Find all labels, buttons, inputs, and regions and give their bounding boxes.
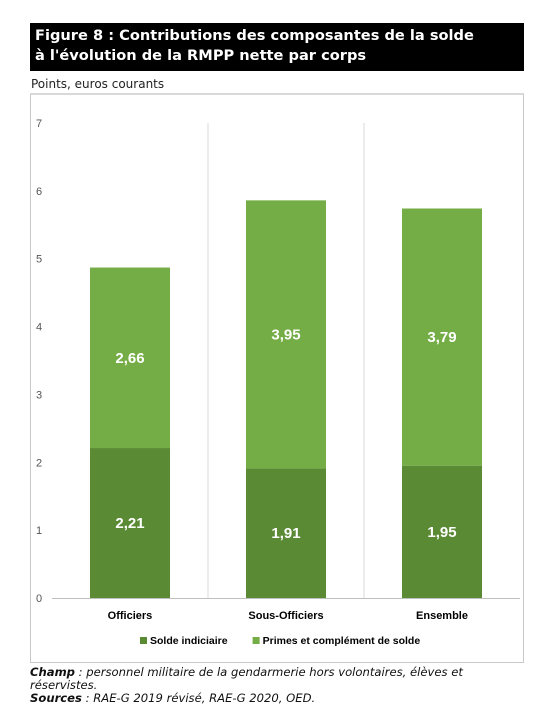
- legend-swatch: [252, 637, 260, 644]
- bar-segment: [402, 465, 482, 598]
- data-label: 1,95: [427, 524, 456, 541]
- data-label: 3,79: [427, 329, 456, 346]
- x-category-label: Sous-Officiers: [248, 610, 323, 622]
- chart-title-line-1: Figure 8 : Contributions des composantes…: [35, 27, 474, 44]
- y-tick-label: 6: [36, 186, 42, 198]
- bar-segment: [246, 468, 326, 598]
- bar-segment: [90, 448, 170, 598]
- data-label: 3,95: [271, 326, 300, 343]
- chart-frame: [30, 93, 524, 663]
- sources-text: : RAE-G 2019 révisé, RAE-G 2020, OED.: [81, 691, 316, 705]
- champ-text: : personnel militaire de la gendarmerie …: [30, 665, 463, 692]
- legend-label: Solde indiciaire: [150, 635, 228, 647]
- y-tick-label: 1: [36, 525, 42, 537]
- chart-title: Figure 8 : Contributions des composantes…: [30, 23, 524, 71]
- y-tick-label: 7: [36, 118, 42, 130]
- sources-note: Sources : RAE-G 2019 révisé, RAE-G 2020,…: [30, 692, 524, 705]
- x-category-label: Officiers: [108, 610, 153, 622]
- data-label: 2,21: [115, 515, 144, 532]
- y-tick-label: 3: [36, 389, 42, 401]
- y-tick-label: 2: [36, 457, 42, 469]
- legend-swatch: [140, 637, 147, 644]
- data-label: 1,91: [271, 525, 300, 542]
- data-label: 2,66: [115, 350, 144, 367]
- bar-segment: [402, 208, 482, 466]
- units-label: Points, euros courants: [31, 77, 165, 91]
- champ-note: Champ : personnel militaire de la gendar…: [30, 666, 524, 692]
- champ-label: Champ: [30, 665, 75, 679]
- chart-title-line-2: à l'évolution de la RMPP nette par corps: [35, 47, 367, 64]
- bar-segment: [246, 200, 326, 469]
- y-tick-label: 0: [36, 593, 42, 605]
- y-tick-label: 5: [36, 254, 42, 266]
- y-tick-label: 4: [36, 322, 42, 334]
- legend-label: Primes et complément de solde: [263, 635, 421, 647]
- x-category-label: Ensemble: [416, 610, 468, 622]
- bar-segment: [90, 267, 170, 449]
- sources-label: Sources: [30, 691, 82, 705]
- chart-notes: Champ : personnel militaire de la gendar…: [30, 666, 524, 705]
